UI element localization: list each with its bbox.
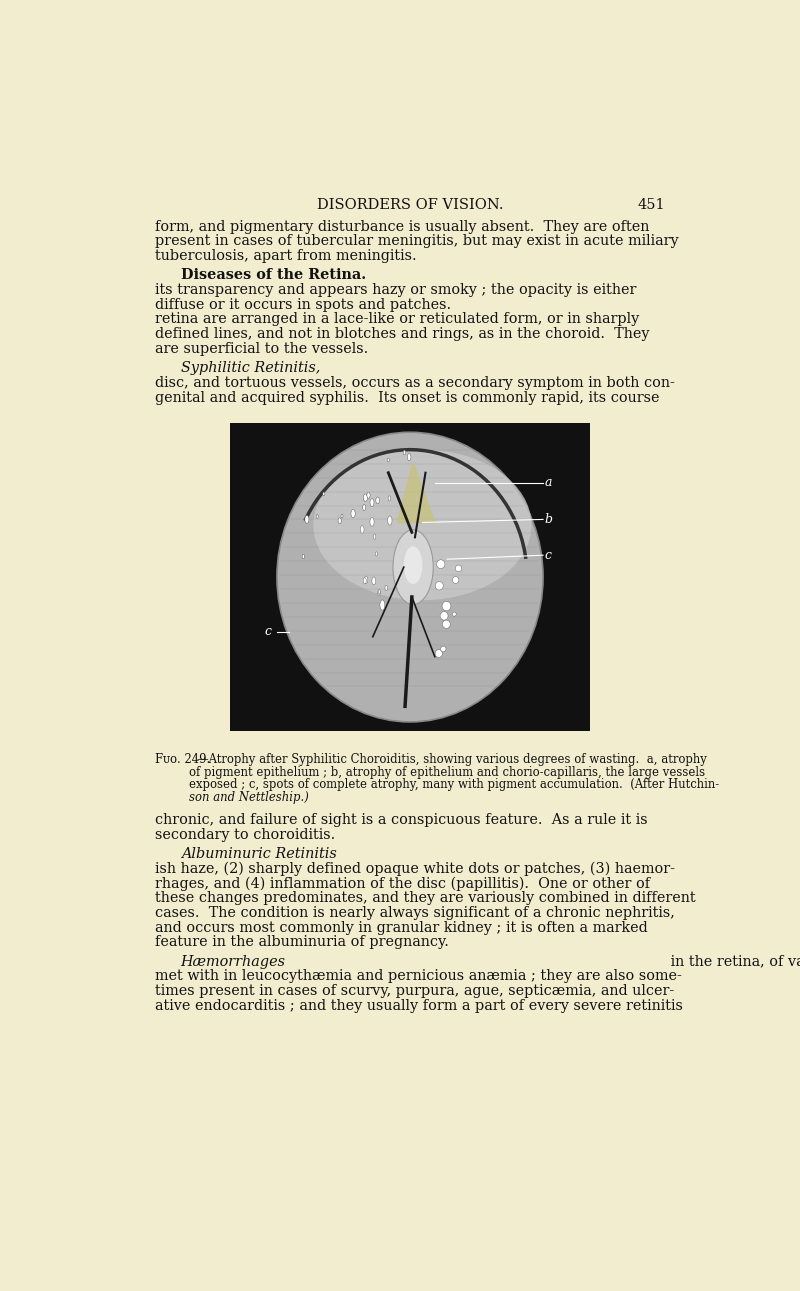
Text: rhages, and (4) inflammation of the disc (papillitis).  One or other of: rhages, and (4) inflammation of the disc… [154,877,650,891]
Ellipse shape [277,432,543,722]
Ellipse shape [323,492,325,496]
Ellipse shape [442,602,451,611]
Ellipse shape [375,551,378,556]
Ellipse shape [378,590,380,594]
Text: Diseases of the Retina.: Diseases of the Retina. [181,269,366,283]
Ellipse shape [453,577,459,584]
Ellipse shape [351,510,355,518]
Text: present in cases of tubercular meningitis, but may exist in acute miliary: present in cases of tubercular meningiti… [154,234,678,248]
Text: these changes predominates, and they are variously combined in different: these changes predominates, and they are… [154,891,695,905]
Ellipse shape [302,554,305,559]
Text: Albuminuric Retinitis: Albuminuric Retinitis [181,847,336,861]
Ellipse shape [374,534,376,540]
Text: exposed ; c, spots of complete atrophy, many with pigment accumulation.  (After : exposed ; c, spots of complete atrophy, … [189,778,718,791]
Text: Fᴜᴏ. 249.: Fᴜᴏ. 249. [154,753,210,766]
Text: DISORDERS OF VISION.: DISORDERS OF VISION. [317,198,503,212]
Text: c: c [265,625,271,638]
Ellipse shape [338,518,342,524]
Ellipse shape [435,649,442,657]
Polygon shape [398,462,435,523]
Ellipse shape [407,453,411,461]
Text: —Atrophy after Syphilitic Choroiditis, showing various degrees of wasting.  a, a: —Atrophy after Syphilitic Choroiditis, s… [197,753,706,766]
Text: feature in the albuminuria of pregnancy.: feature in the albuminuria of pregnancy. [154,935,449,949]
Text: Hæmorrhages: Hæmorrhages [181,955,286,968]
Text: ative endocarditis ; and they usually form a part of every severe retinitis: ative endocarditis ; and they usually fo… [154,999,682,1012]
Text: 451: 451 [638,198,666,212]
Ellipse shape [363,494,367,501]
Ellipse shape [437,560,445,568]
Ellipse shape [378,590,380,595]
Ellipse shape [441,646,446,652]
Text: of pigment epithelium ; b, atrophy of epithelium and chorio-capillaris, the larg: of pigment epithelium ; b, atrophy of ep… [189,766,705,778]
Text: b: b [545,513,553,525]
Text: Syphilitic Retinitis,: Syphilitic Retinitis, [181,361,320,376]
Text: ish haze, (2) sharply defined opaque white dots or patches, (3) haemor-: ish haze, (2) sharply defined opaque whi… [154,862,674,877]
Text: son and Nettleship.): son and Nettleship.) [189,791,309,804]
Ellipse shape [316,515,318,519]
Bar [230,423,590,731]
Text: retina are arranged in a lace-like or reticulated form, or in sharply: retina are arranged in a lace-like or re… [154,312,639,327]
Ellipse shape [370,518,374,527]
Ellipse shape [372,577,376,585]
Ellipse shape [380,600,385,611]
Ellipse shape [360,525,364,533]
Text: tuberculosis, apart from meningitis.: tuberculosis, apart from meningitis. [154,249,416,263]
Ellipse shape [364,576,368,584]
Text: secondary to choroiditis.: secondary to choroiditis. [154,828,335,842]
Ellipse shape [341,514,343,518]
Ellipse shape [452,612,456,616]
Text: genital and acquired syphilis.  Its onset is commonly rapid, its course: genital and acquired syphilis. Its onset… [154,390,659,404]
Text: times present in cases of scurvy, purpura, ague, septicæmia, and ulcer-: times present in cases of scurvy, purpur… [154,984,674,998]
Text: chronic, and failure of sight is a conspicuous feature.  As a rule it is: chronic, and failure of sight is a consp… [154,813,647,828]
Ellipse shape [362,505,366,510]
Ellipse shape [385,585,387,590]
Ellipse shape [403,451,406,454]
Ellipse shape [305,515,309,523]
Text: diffuse or it occurs in spots and patches.: diffuse or it occurs in spots and patche… [154,298,460,311]
Text: form, and pigmentary disturbance is usually absent.  They are often: form, and pigmentary disturbance is usua… [154,219,649,234]
Ellipse shape [388,496,390,501]
Text: c: c [545,549,552,562]
Ellipse shape [393,529,434,604]
Polygon shape [398,462,435,523]
Text: and occurs most commonly in granular kidney ; it is often a marked: and occurs most commonly in granular kid… [154,920,647,935]
Text: cases.  The condition is nearly always significant of a chronic nephritis,: cases. The condition is nearly always si… [154,906,674,920]
Text: defined lines, and not in blotches and rings, as in the choroid.  They: defined lines, and not in blotches and r… [154,327,649,341]
Text: its transparency and appears hazy or smoky ; the opacity is either: its transparency and appears hazy or smo… [154,283,636,297]
Ellipse shape [404,546,422,584]
Ellipse shape [363,577,366,584]
Ellipse shape [440,612,448,620]
Ellipse shape [435,581,443,590]
Ellipse shape [388,516,392,525]
Text: disc, and tortuous vessels, occurs as a secondary symptom in both con-: disc, and tortuous vessels, occurs as a … [154,376,674,390]
Ellipse shape [314,449,531,600]
Ellipse shape [370,498,374,506]
Ellipse shape [376,497,379,503]
Text: a: a [545,476,553,489]
Text: are superficial to the vessels.: are superficial to the vessels. [154,342,368,355]
Ellipse shape [387,458,390,462]
Ellipse shape [367,492,370,498]
Ellipse shape [455,565,462,572]
Text: met with in leucocythæmia and pernicious anæmia ; they are also some-: met with in leucocythæmia and pernicious… [154,970,682,984]
Text: in the retina, of various shapes and sizes, are frequently: in the retina, of various shapes and siz… [666,955,800,968]
Ellipse shape [442,620,450,629]
